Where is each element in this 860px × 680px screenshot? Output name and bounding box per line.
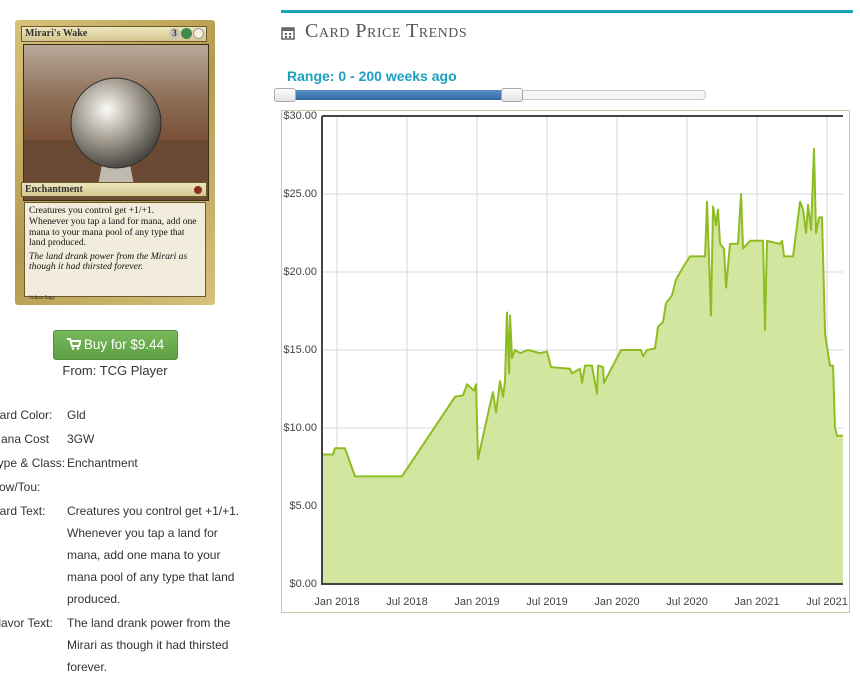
- y-tick-label: $10.00: [283, 422, 317, 434]
- card-image: Mirari's Wake 3 Enchantment Creatures yo…: [15, 20, 215, 305]
- detail-value: 3GW: [67, 432, 95, 446]
- plot-frame: [321, 115, 843, 585]
- detail-label: Mana Cost: [0, 432, 50, 446]
- x-tick-label: Jul 2018: [386, 596, 428, 608]
- buy-button[interactable]: Buy for $9.44: [53, 330, 178, 360]
- y-tick-label: $0.00: [289, 578, 317, 590]
- card-name-bar: Mirari's Wake 3: [21, 26, 207, 42]
- rules-line: Whenever you tap a land for mana, add on…: [29, 216, 197, 249]
- rules-line: Creatures you control get +1/+1.: [29, 205, 155, 216]
- range-label: Range: 0 - 200 weeks ago: [287, 68, 457, 84]
- calendar-icon: [281, 27, 295, 40]
- plot: [322, 147, 843, 584]
- x-tick-label: Jul 2020: [666, 596, 708, 608]
- slider-range: [285, 90, 512, 100]
- price-chart: $0.00 $5.00 $10.00 $15.00 $20.00 $25.00 $30.00…: [281, 110, 850, 613]
- art-svg: [24, 77, 208, 200]
- x-tick-label: Jan 2018: [314, 596, 359, 608]
- x-tick-label: Jan 2020: [594, 596, 639, 608]
- detail-label: Card Text:: [0, 504, 46, 518]
- section-title: Card Price Trends: [305, 20, 468, 42]
- card-textbox: Creatures you control get +1/+1. Wheneve…: [24, 202, 206, 297]
- detail-value: The land drank power from the Mirari as …: [67, 616, 231, 674]
- detail-label: Pow/Tou:: [0, 480, 41, 494]
- buy-label: Buy for $9.44: [83, 337, 165, 352]
- orb: [70, 77, 162, 169]
- y-tick-label: $30.00: [283, 110, 317, 122]
- mana-symbols: 3: [169, 28, 204, 39]
- y-tick-label: $5.00: [289, 500, 317, 512]
- artist: Volkan Baga: [29, 296, 55, 301]
- slider-handle[interactable]: [501, 88, 523, 102]
- x-tick-label: Jan 2021: [734, 596, 779, 608]
- detail-row: Flavor Text: The land drank power from th…: [0, 612, 260, 678]
- card-name: Mirari's Wake: [25, 28, 88, 39]
- detail-row: Card Color: Gld: [0, 404, 260, 426]
- detail-row: Type & Class:Enchantment: [0, 452, 260, 474]
- y-tick-label: $20.00: [283, 266, 317, 278]
- mana-generic: 3: [169, 28, 180, 39]
- details: Card Color: Gld Mana Cost 3GW Type & Class…: [0, 404, 260, 680]
- mana-green: [181, 28, 192, 39]
- detail-row: Mana Cost 3GW: [0, 428, 260, 450]
- detail-value: Creatures you control get +1/+1. Wheneve…: [67, 504, 240, 606]
- slider-handle[interactable]: [274, 88, 296, 102]
- card-type: Enchantment: [25, 184, 83, 195]
- detail-label: Card Color:: [0, 408, 53, 422]
- section-rule: [281, 10, 853, 13]
- y-tick-label: $25.00: [283, 188, 317, 200]
- set-symbol: [194, 186, 202, 194]
- detail-value: Enchantment: [67, 456, 138, 470]
- detail-label: Type & Class:: [0, 456, 66, 470]
- x-tick-label: Jul 2019: [526, 596, 568, 608]
- page: Mirari's Wake 3 Enchantment Creatures yo…: [0, 10, 853, 674]
- card-art: [23, 44, 209, 201]
- source: From: TCG Player: [62, 363, 168, 378]
- x-tick-label: Jul 2021: [806, 596, 848, 608]
- detail-row: Pow/Tou:: [0, 476, 260, 498]
- y-tick-label: $15.00: [283, 344, 317, 356]
- flavor: The land drank power from the Mirari as …: [29, 250, 188, 273]
- x-tick-label: Jan 2019: [454, 596, 499, 608]
- detail-row: Card Text: Creatures you control get +1/+…: [0, 500, 260, 610]
- price-line: [322, 147, 843, 478]
- detail-label: Flavor Text:: [0, 616, 53, 630]
- detail-value: Gld: [67, 408, 86, 422]
- type-bar: Enchantment: [21, 182, 207, 197]
- cart-icon: [66, 338, 82, 350]
- mana-white: [193, 28, 204, 39]
